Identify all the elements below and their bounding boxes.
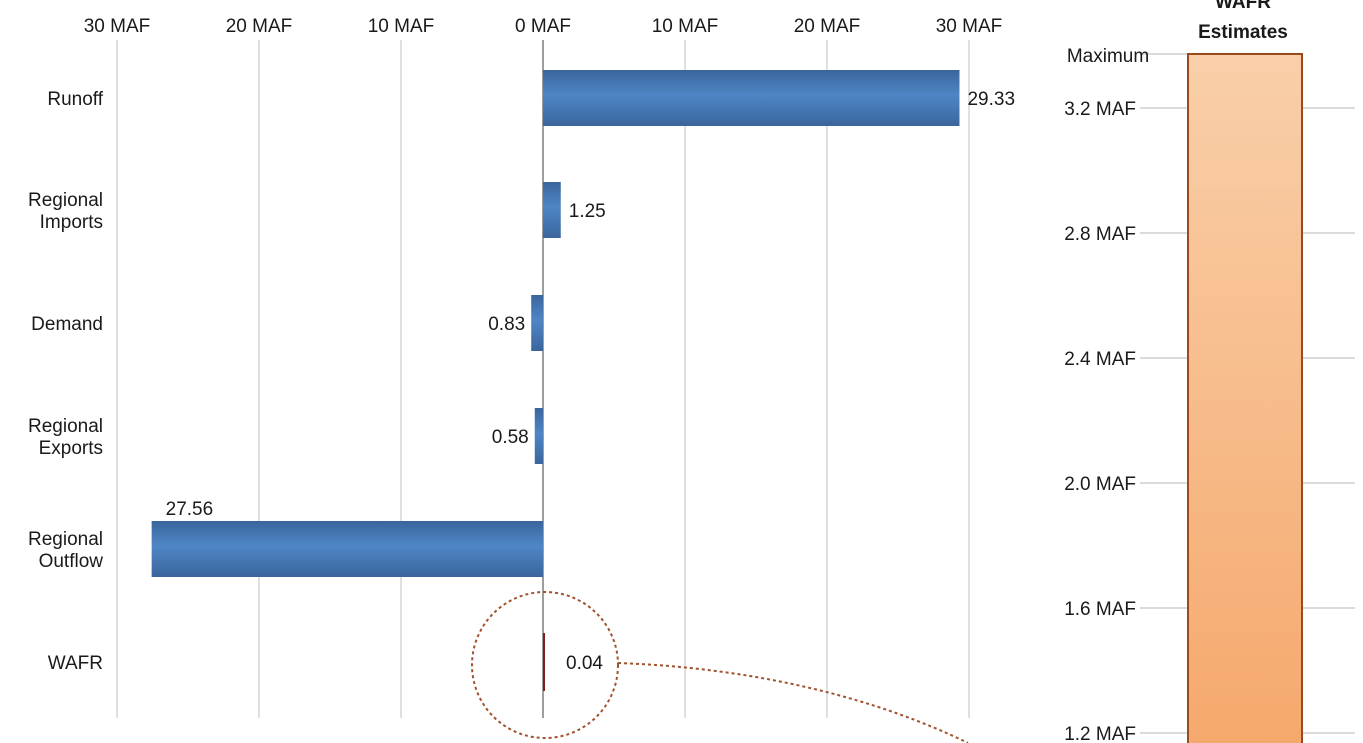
balance-bar-chart: 30 MAF 20 MAF 10 MAF 0 MAF 10 MAF 20 MAF 30 MA… bbox=[28, 16, 1015, 743]
wafr-leader-line bbox=[617, 662, 969, 743]
bar-3 bbox=[534, 408, 543, 464]
x-tick-label: 20 MAF bbox=[226, 16, 293, 37]
category-label: Demand bbox=[31, 314, 103, 335]
category-label: Regional bbox=[28, 529, 103, 550]
data-label: 29.33 bbox=[967, 89, 1015, 110]
side-chart-title: Estimates bbox=[1198, 22, 1288, 43]
category-label: Exports bbox=[39, 438, 103, 459]
x-tick-label: 0 MAF bbox=[515, 16, 571, 37]
data-label: 27.56 bbox=[166, 499, 214, 520]
category-label: WAFR bbox=[48, 653, 103, 674]
y-tick-label: Maximum bbox=[1067, 46, 1149, 67]
x-tick-label: 30 MAF bbox=[936, 16, 1003, 37]
data-label: 0.83 bbox=[488, 314, 525, 335]
bar-1 bbox=[543, 182, 561, 238]
wafr-estimate-bar bbox=[1187, 53, 1303, 743]
y-tick-label: 2.8 MAF bbox=[1064, 224, 1136, 245]
wafr-estimates-chart: WAFR Estimates Maximum 3.2 MAF 2.8 MAF 2.4 MA… bbox=[1064, 0, 1355, 743]
data-label: 0.58 bbox=[492, 427, 529, 448]
x-tick-label: 30 MAF bbox=[84, 16, 151, 37]
category-label: Regional bbox=[28, 416, 103, 437]
bar-0 bbox=[543, 70, 960, 126]
x-tick-label: 20 MAF bbox=[794, 16, 861, 37]
category-label: Runoff bbox=[47, 89, 103, 110]
y-tick-label: 2.0 MAF bbox=[1064, 474, 1136, 495]
x-tick-label: 10 MAF bbox=[652, 16, 719, 37]
category-label: Outflow bbox=[39, 551, 104, 572]
y-tick-label: 2.4 MAF bbox=[1064, 349, 1136, 370]
wafr-highlight-circle bbox=[471, 591, 619, 739]
category-label: Imports bbox=[40, 212, 103, 233]
y-tick-label: 1.2 MAF bbox=[1064, 724, 1136, 743]
side-chart-title: WAFR bbox=[1215, 0, 1271, 13]
data-label: 0.04 bbox=[566, 653, 603, 674]
y-tick-label: 3.2 MAF bbox=[1064, 99, 1136, 120]
x-tick-label: 10 MAF bbox=[368, 16, 435, 37]
y-tick-label: 1.6 MAF bbox=[1064, 599, 1136, 620]
data-label: 1.25 bbox=[569, 201, 606, 222]
category-label: Regional bbox=[28, 190, 103, 211]
bar-2 bbox=[531, 295, 543, 351]
bar-4 bbox=[151, 521, 543, 577]
bar-5 bbox=[543, 633, 545, 691]
